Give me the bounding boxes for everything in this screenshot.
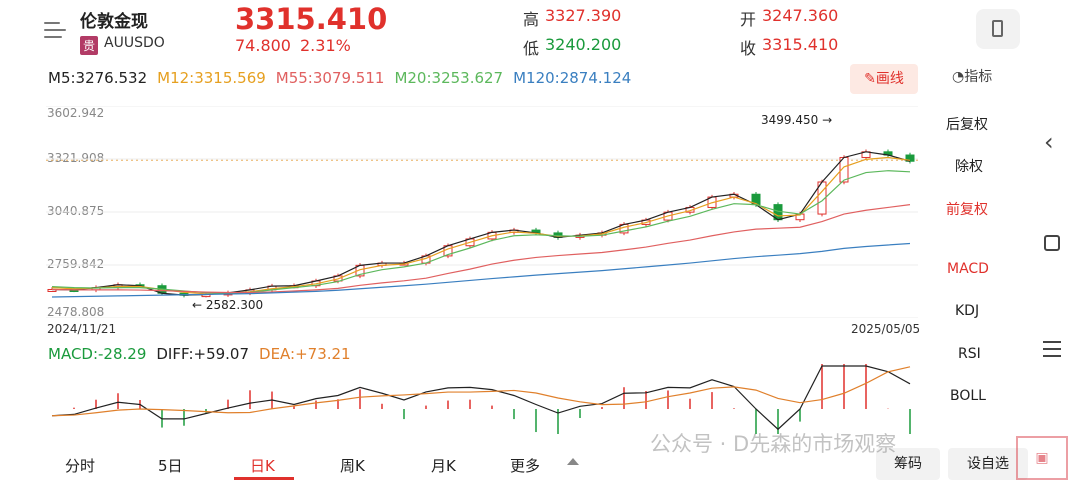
tab-intraday[interactable]: 分时 xyxy=(65,457,96,475)
change-percent: 2.31% xyxy=(300,36,351,55)
indicator-label: 指标 xyxy=(964,69,993,85)
series-line-m55 xyxy=(51,204,911,294)
menu-icon[interactable] xyxy=(44,22,66,40)
active-tab-indicator xyxy=(234,477,294,480)
low-annotation: ← 2582.300 xyxy=(192,298,263,312)
low-label: 低 xyxy=(523,39,540,58)
close-label: 收 xyxy=(740,39,757,58)
series-line-m5 xyxy=(51,151,911,296)
draw-line-button[interactable]: ✎画线 xyxy=(850,64,918,94)
side-rsi[interactable]: RSI xyxy=(958,346,981,362)
side-cq[interactable]: 除权 xyxy=(955,159,983,175)
start-date: 2024/11/21 xyxy=(47,322,117,336)
diff-value: DIFF:+59.07 xyxy=(156,345,250,363)
tab-more[interactable]: 更多 xyxy=(510,457,541,475)
watermark-logo: ▣ xyxy=(1016,436,1068,480)
side-macd[interactable]: MACD xyxy=(947,261,989,277)
last-price: 3315.410 xyxy=(235,2,388,36)
tab-5day[interactable]: 5日 xyxy=(158,457,183,475)
y-tick-label: 2478.808 xyxy=(47,305,105,319)
high-value: 3327.390 xyxy=(545,6,622,25)
end-date: 2025/05/05 xyxy=(851,322,921,336)
high-label: 高 xyxy=(523,10,540,29)
side-qfq[interactable]: 前复权 xyxy=(946,202,988,218)
high-annotation-value: 3499.450 xyxy=(761,113,819,127)
side-boll[interactable]: BOLL xyxy=(950,388,986,404)
high-annotation: 3499.450 → xyxy=(761,113,832,127)
side-hfq[interactable]: 后复权 xyxy=(946,117,988,133)
tab-monthly[interactable]: 月K xyxy=(431,457,456,475)
kline-chart[interactable] xyxy=(46,106,918,318)
ma20-value: M20:3253.627 xyxy=(394,69,504,87)
tab-weekly[interactable]: 周K xyxy=(340,457,365,475)
ma55-value: M55:3079.511 xyxy=(275,69,385,87)
recent-apps-icon[interactable] xyxy=(1043,341,1061,362)
tab-daily[interactable]: 日K xyxy=(250,457,275,475)
macd-value: MACD:-28.29 xyxy=(48,345,147,363)
landscape-toggle-button[interactable] xyxy=(976,9,1020,49)
pencil-icon: ✎ xyxy=(864,71,876,87)
low-annotation-value: 2582.300 xyxy=(205,298,264,312)
arrow-left-icon: ← xyxy=(192,298,203,312)
gauge-icon: ◔ xyxy=(952,69,965,85)
series-line-m120 xyxy=(51,242,911,298)
instrument-name: 伦敦金现 xyxy=(80,12,148,32)
macd-chart[interactable] xyxy=(46,364,918,434)
y-tick-label: 3602.942 xyxy=(47,106,105,120)
series-line-m20 xyxy=(51,170,911,294)
y-tick-label: 2759.842 xyxy=(47,257,105,271)
back-icon[interactable]: ‹ xyxy=(1044,128,1054,156)
macd-legend: MACD:-28.29 DIFF:+59.07 DEA:+73.21 xyxy=(48,345,361,363)
diff-line xyxy=(51,365,911,431)
ma12-value: M12:3315.569 xyxy=(157,69,266,87)
instrument-badge: 贵 xyxy=(80,36,99,55)
add-watchlist-button[interactable]: 设自选 xyxy=(948,448,1028,480)
close-value: 3315.410 xyxy=(762,35,839,54)
ma5-value: M5:3276.532 xyxy=(48,69,148,87)
side-kdj[interactable]: KDJ xyxy=(955,303,980,319)
draw-line-label: 画线 xyxy=(875,71,904,87)
arrow-right-icon: → xyxy=(822,113,833,127)
ma120-value: M120:2874.124 xyxy=(513,69,632,87)
low-value: 3240.200 xyxy=(545,35,622,54)
dea-line xyxy=(51,366,911,417)
dea-value: DEA:+73.21 xyxy=(259,345,351,363)
instrument-code: AUUSDO xyxy=(104,35,165,51)
phone-icon xyxy=(992,20,1003,37)
change-amount: 74.800 xyxy=(235,36,291,55)
y-tick-label: 3040.875 xyxy=(47,204,105,218)
open-value: 3247.360 xyxy=(762,6,839,25)
chips-button[interactable]: 筹码 xyxy=(876,448,940,480)
watermark-text: 公众号 · D先森的市场观察 xyxy=(650,432,897,456)
open-label: 开 xyxy=(740,10,757,29)
home-icon[interactable] xyxy=(1044,235,1060,251)
chevron-up-icon[interactable] xyxy=(567,458,579,465)
ma-legend: M5:3276.532 M12:3315.569 M55:3079.511 M20:3… xyxy=(48,69,641,87)
indicator-button[interactable]: ◔指标 xyxy=(952,66,992,86)
y-tick-label: 3321.908 xyxy=(47,151,105,165)
series-line-m12 xyxy=(51,156,911,295)
